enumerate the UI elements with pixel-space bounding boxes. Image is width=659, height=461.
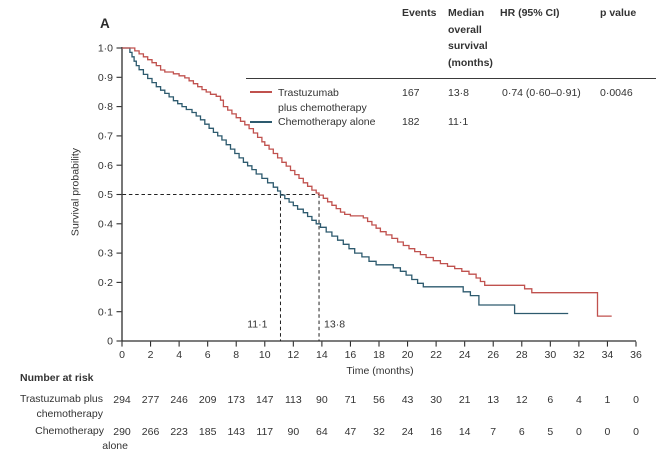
stats-header-hr: HR (95% CI) bbox=[500, 7, 560, 19]
x-tick-label: 24 bbox=[459, 349, 471, 361]
survival-curve-trastuzumab bbox=[122, 47, 612, 317]
risk-count: 56 bbox=[373, 394, 385, 406]
x-tick-label: 34 bbox=[602, 349, 614, 361]
x-tick-label: 28 bbox=[516, 349, 528, 361]
x-tick-label: 18 bbox=[373, 349, 385, 361]
risk-row-label-trastuzumab-line1: Trastuzumab plus bbox=[19, 393, 103, 405]
risk-count: 0 bbox=[633, 394, 639, 406]
median-guide-label: 13·8 bbox=[324, 319, 345, 331]
risk-count: 143 bbox=[227, 426, 245, 438]
risk-count: 266 bbox=[142, 426, 160, 438]
y-tick-label: 0·4 bbox=[98, 218, 113, 230]
risk-count: 5 bbox=[547, 426, 553, 438]
risk-row-label-chemotherapy-line1: Chemotherapy bbox=[35, 425, 104, 437]
stats-header-median: Median overall survival (months) bbox=[448, 7, 493, 69]
x-tick-label: 4 bbox=[176, 349, 182, 361]
risk-count: 113 bbox=[285, 394, 302, 406]
survival-curve-chemotherapy bbox=[122, 47, 569, 315]
x-tick-label: 26 bbox=[487, 349, 499, 361]
legend-label-trastuzumab: Trastuzumab plus chemotherapy bbox=[278, 87, 367, 114]
events-value-trastuzumab: 167 bbox=[402, 87, 420, 99]
y-tick-label: 0·2 bbox=[98, 277, 113, 289]
x-tick-label: 22 bbox=[430, 349, 442, 361]
x-tick-label: 0 bbox=[119, 349, 125, 361]
y-tick-label: 0·3 bbox=[98, 248, 113, 260]
x-tick-label: 2 bbox=[148, 349, 154, 361]
risk-count: 71 bbox=[345, 394, 357, 406]
y-tick-label: 0·7 bbox=[98, 131, 113, 143]
risk-count: 277 bbox=[142, 394, 160, 406]
x-tick-label: 30 bbox=[544, 349, 556, 361]
y-tick-label: 0·8 bbox=[98, 101, 113, 113]
risk-count: 90 bbox=[287, 426, 299, 438]
y-tick-label: 1·0 bbox=[98, 43, 113, 55]
events-value-chemotherapy: 182 bbox=[402, 116, 420, 128]
x-tick-label: 10 bbox=[259, 349, 271, 361]
y-tick-label: 0 bbox=[107, 336, 113, 348]
risk-count: 290 bbox=[113, 426, 131, 438]
risk-count: 223 bbox=[170, 426, 188, 438]
risk-count: 14 bbox=[459, 426, 471, 438]
risk-count: 32 bbox=[373, 426, 385, 438]
risk-count: 90 bbox=[316, 394, 328, 406]
risk-count: 6 bbox=[547, 394, 553, 406]
x-tick-label: 12 bbox=[287, 349, 299, 361]
median-value-trastuzumab: 13·8 bbox=[448, 87, 470, 99]
risk-count: 173 bbox=[227, 394, 245, 406]
stats-header-events: Events bbox=[402, 7, 437, 19]
x-tick-label: 14 bbox=[316, 349, 328, 361]
trastuzumab-line-swatch-icon bbox=[250, 91, 272, 93]
y-tick-label: 0·1 bbox=[98, 306, 113, 318]
risk-count: 13 bbox=[487, 394, 499, 406]
x-tick-label: 32 bbox=[573, 349, 585, 361]
risk-count: 0 bbox=[605, 426, 611, 438]
risk-count: 0 bbox=[633, 426, 639, 438]
x-tick-label: 8 bbox=[233, 349, 239, 361]
pvalue-value: 0·0046 bbox=[600, 87, 633, 99]
risk-count: 21 bbox=[459, 394, 471, 406]
x-tick-label: 36 bbox=[630, 349, 642, 361]
risk-count: 12 bbox=[516, 394, 528, 406]
risk-count: 246 bbox=[170, 394, 188, 406]
x-tick-label: 16 bbox=[345, 349, 357, 361]
chemotherapy-line-swatch-icon bbox=[250, 121, 272, 123]
risk-count: 43 bbox=[402, 394, 414, 406]
y-tick-label: 0·6 bbox=[98, 160, 113, 172]
risk-row-label-chemotherapy-line2: alone bbox=[102, 440, 128, 452]
hr-value: 0·74 (0·60–0·91) bbox=[502, 87, 581, 99]
risk-row-label-trastuzumab-line2: chemotherapy bbox=[36, 407, 103, 420]
risk-count: 147 bbox=[256, 394, 274, 406]
risk-count: 16 bbox=[430, 426, 442, 438]
y-tick-label: 0·9 bbox=[98, 72, 113, 84]
risk-table-title: Number at risk bbox=[20, 372, 94, 384]
risk-count: 185 bbox=[199, 426, 217, 438]
stats-separator-line bbox=[246, 78, 656, 80]
risk-count: 294 bbox=[113, 394, 131, 406]
x-tick-label: 6 bbox=[205, 349, 211, 361]
risk-count: 30 bbox=[430, 394, 442, 406]
risk-count: 7 bbox=[490, 426, 496, 438]
y-axis-title: Survival probability bbox=[69, 147, 82, 237]
x-axis-title: Time (months) bbox=[346, 365, 414, 377]
risk-count: 24 bbox=[402, 426, 414, 438]
panel-letter: A bbox=[100, 16, 110, 31]
y-tick-label: 0·5 bbox=[98, 189, 113, 201]
median-guide-label: 11·1 bbox=[247, 319, 267, 331]
risk-count: 209 bbox=[199, 394, 217, 406]
median-value-chemotherapy: 11·1 bbox=[448, 116, 469, 128]
risk-count: 4 bbox=[576, 394, 582, 406]
risk-count: 64 bbox=[316, 426, 328, 438]
x-tick-label: 20 bbox=[402, 349, 414, 361]
risk-count: 117 bbox=[256, 426, 273, 438]
legend-label-chemotherapy: Chemotherapy alone bbox=[278, 116, 376, 128]
risk-count: 1 bbox=[605, 394, 611, 406]
risk-count: 47 bbox=[345, 426, 357, 438]
stats-header-pvalue: p value bbox=[600, 7, 637, 19]
risk-count: 6 bbox=[519, 426, 525, 438]
risk-count: 0 bbox=[576, 426, 582, 438]
